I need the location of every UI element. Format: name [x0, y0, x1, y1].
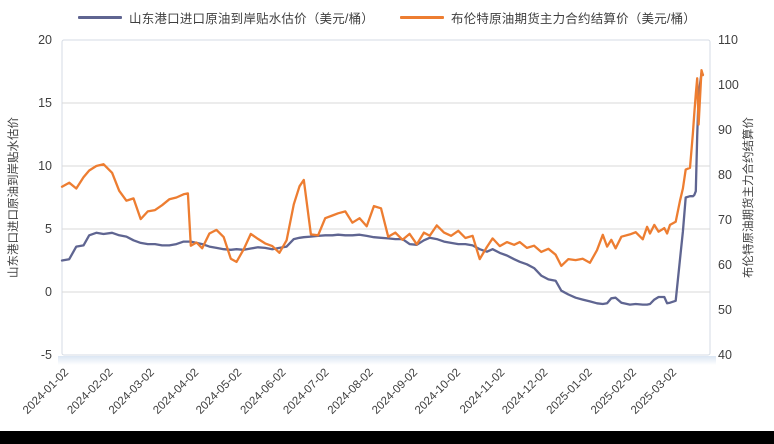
- legend-item-discount: 山东港口进口原油到岸贴水估价（美元/桶）: [78, 8, 374, 27]
- left-axis-tick-label: 10: [38, 159, 52, 173]
- legend-label-discount: 山东港口进口原油到岸贴水估价（美元/桶）: [129, 11, 374, 26]
- right-axis-tick-label: 90: [718, 123, 732, 137]
- plot-shadow: [58, 356, 716, 365]
- left-axis-title: 山东港口进口原油到岸贴水估价: [6, 117, 20, 278]
- left-axis-tick-label: -5: [41, 348, 52, 362]
- left-axis-tick-label: 20: [38, 33, 52, 47]
- x-axis-tick-label: 2024-07-02: [281, 367, 331, 417]
- bottom-black-bar: [0, 431, 774, 444]
- right-axis-tick-label: 70: [718, 213, 732, 227]
- x-axis-tick-label: 2024-10-02: [413, 367, 463, 417]
- x-axis-tick-label: 2024-12-02: [500, 367, 550, 417]
- left-axis-tick-label: 15: [38, 96, 52, 110]
- right-axis-tick-label: 60: [718, 258, 732, 272]
- x-axis-tick-label: 2024-08-02: [326, 367, 376, 417]
- x-axis-tick-label: 2024-01-02: [21, 367, 71, 417]
- chart-legend: 山东港口进口原油到岸贴水估价（美元/桶） 布伦特原油期货主力合约结算价（美元/桶…: [0, 4, 774, 30]
- left-axis-tick-label: 5: [45, 222, 52, 236]
- x-axis-tick-label: 2024-05-02: [194, 367, 244, 417]
- right-axis-tick-label: 40: [718, 348, 732, 362]
- right-axis-tick-label: 110: [718, 33, 738, 47]
- plot-area: [61, 39, 711, 356]
- legend-item-brent: 布伦特原油期货主力合约结算价（美元/桶）: [400, 8, 696, 27]
- right-axis-title: 布伦特原油期货主力合约结算价: [741, 117, 755, 278]
- right-axis-tick-label: 50: [718, 303, 732, 317]
- dual-axis-line-chart: 20151050-51101009080706050402024-01-0220…: [6, 33, 755, 417]
- right-axis-tick-label: 100: [718, 78, 739, 92]
- left-axis-tick-label: 0: [45, 285, 52, 299]
- brent-line-swatch-icon: [400, 15, 444, 19]
- legend-label-brent: 布伦特原油期货主力合约结算价（美元/桶）: [451, 11, 696, 26]
- right-axis-tick-label: 80: [718, 168, 732, 182]
- brent-series-line: [60, 69, 705, 268]
- discount-series-line: [60, 71, 705, 306]
- x-axis-tick-label: 2025-01-02: [545, 367, 595, 417]
- discount-line-swatch-icon: [78, 15, 123, 19]
